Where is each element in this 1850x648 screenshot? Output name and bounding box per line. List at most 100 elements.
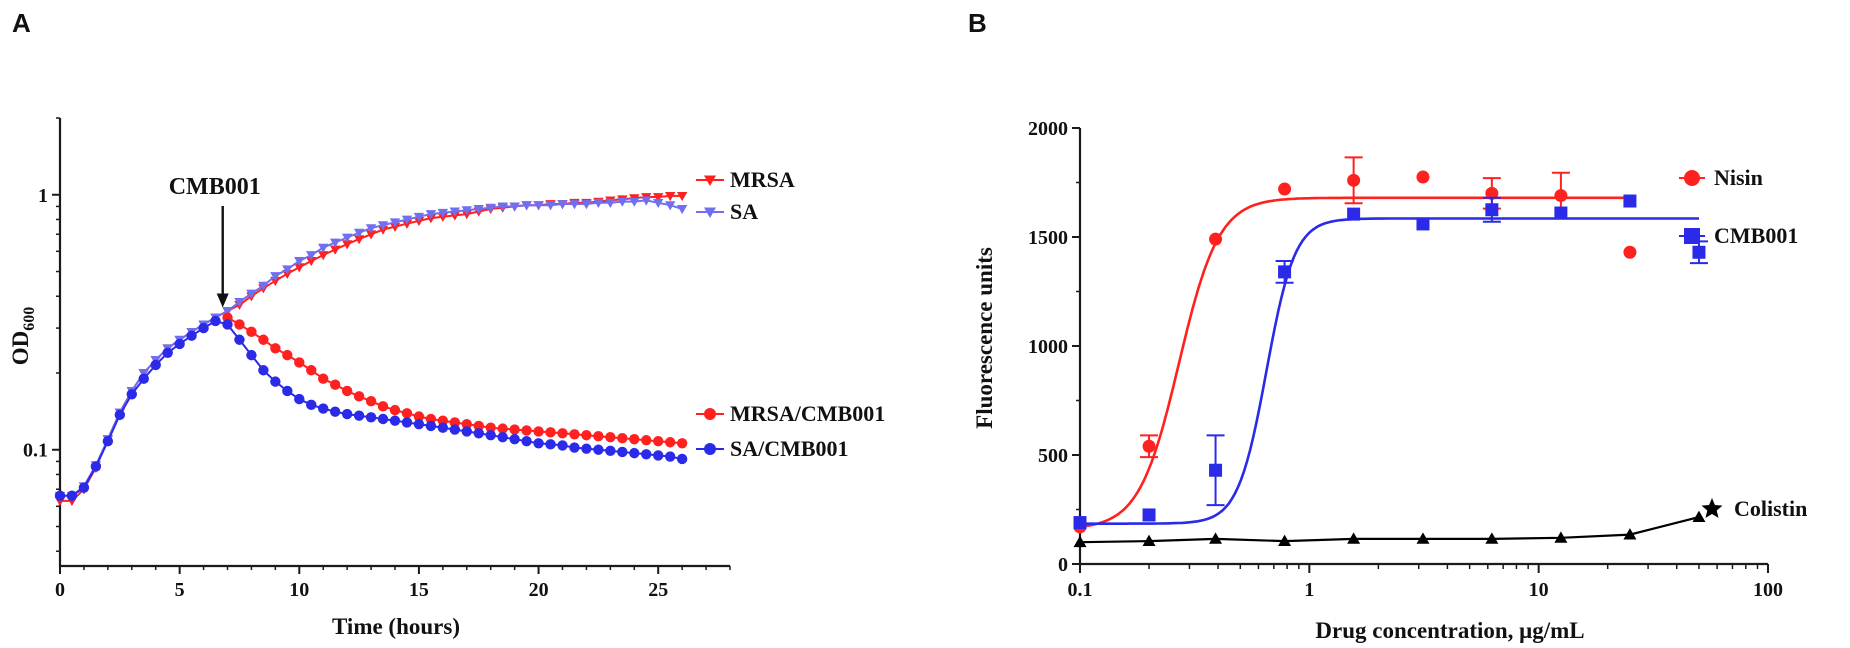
data-point [1554,189,1568,203]
data-point [377,401,389,412]
data-point [210,315,221,327]
data-point [353,391,365,402]
data-point [1416,532,1430,544]
data-point [114,409,126,421]
chart-a-ylabel-sub: 600 [21,307,38,331]
data-point [270,376,281,387]
data-point [676,191,688,202]
data-point [401,408,413,419]
data-point [437,422,449,433]
chart-a-ylabel-main: OD [8,331,33,366]
cmb001-arrowhead [216,293,229,308]
data-point [1485,532,1499,544]
data-point [306,257,317,267]
data-point [126,389,137,400]
data-point [282,349,293,361]
data-point [365,224,377,234]
data-point [605,445,616,457]
data-point [509,433,520,445]
chart-b-xtick-label: 10 [1529,579,1549,601]
data-point [270,343,281,354]
data-point [341,408,353,420]
chart-b-xtick-label: 0.1 [1068,579,1093,601]
data-point [557,200,568,210]
chart-a-axes [58,118,730,568]
data-point [294,263,305,273]
data-point [641,196,652,206]
data-point [1554,206,1568,220]
fit-curve [1080,217,1699,526]
data-point [186,330,197,341]
data-point [593,431,604,442]
data-point [353,410,365,421]
data-point [294,257,305,267]
data-point [102,436,114,447]
data-point [1347,532,1361,544]
data-point [1073,516,1087,530]
data-point [329,238,341,248]
data-point [1073,535,1087,548]
legend-label: MRSA [730,167,795,192]
chart-b-ylabel: Fluorescence units [972,247,997,429]
data-point [377,221,389,231]
data-point [545,427,556,438]
data-point [306,365,317,376]
series-mrsa-cmb001 [222,312,688,449]
legend-label: MRSA/CMB001 [730,401,885,426]
data-point [162,347,173,358]
data-point [485,430,496,441]
data-point [1142,508,1156,522]
data-point [413,411,425,422]
data-point [593,444,604,455]
data-point [581,443,592,454]
data-point [1623,528,1637,540]
data-point [617,197,628,207]
data-point [78,482,90,493]
legend-label: Nisin [1714,165,1763,190]
data-point [557,428,568,439]
data-point [258,365,269,376]
legend-label: SA/CMB001 [730,436,849,461]
data-point [545,439,556,450]
chart-b-ytick-label: 1000 [1028,336,1068,358]
data-point [569,442,580,453]
chart-a: 0 5 10 15 20 25 0.1 1 CMB001 Time (hours) OD600… [8,117,885,639]
data-point [617,446,628,458]
data-point [653,450,664,461]
chart-a-ytick-label: 1 [38,185,48,207]
data-point [545,201,556,211]
legend-marker [1684,170,1700,186]
data-point [497,431,508,443]
data-point [246,289,257,299]
series-colistin [1073,510,1706,548]
data-point [581,200,592,210]
data-point [377,413,389,425]
data-point [341,240,353,250]
legend-marker [704,408,716,420]
data-point [449,207,461,217]
data-point [437,208,449,218]
chart-a-xtick-label: 25 [648,579,668,601]
legend-marker [1684,228,1700,244]
data-point [1692,510,1706,523]
data-point [365,412,377,423]
data-point [461,426,472,437]
data-point [676,438,688,449]
data-point [557,440,568,451]
legend-label: CMB001 [1714,223,1798,248]
data-point [653,193,664,203]
data-point [1485,186,1499,200]
data-point [533,426,544,437]
panel-label-a: A [12,8,31,38]
data-point [413,212,425,222]
data-point [1692,245,1706,259]
legend-marker [1701,498,1723,518]
data-point [318,373,329,384]
data-point [1554,531,1568,543]
data-point [365,396,377,407]
data-point [66,490,78,501]
data-point [676,205,688,215]
legend-marker [704,175,716,186]
data-point [341,385,353,397]
